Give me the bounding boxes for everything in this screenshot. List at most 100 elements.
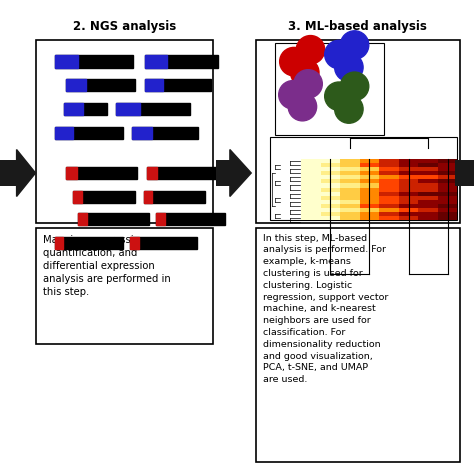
Bar [379,167,399,171]
Bar [438,163,457,167]
Bar [320,208,340,212]
Circle shape [279,81,307,109]
Bar [66,79,86,91]
Bar [418,159,438,163]
Bar [340,196,360,200]
Bar [301,188,320,191]
Bar [438,179,457,183]
Bar [379,175,399,179]
Bar [340,216,360,220]
Bar [55,127,73,139]
Bar [418,175,438,179]
Bar [73,191,82,203]
Bar [418,183,438,188]
Bar [379,191,399,196]
Bar [399,212,418,216]
Bar [455,160,474,186]
Bar [418,167,438,171]
Bar [360,179,379,183]
Bar [301,200,320,204]
Bar [340,204,360,208]
Bar [360,159,379,163]
Bar [438,188,457,191]
Bar [340,200,360,204]
Bar [116,103,140,115]
Bar [320,175,340,179]
Bar [438,167,457,171]
Circle shape [325,82,353,110]
Bar [156,213,165,225]
Bar [379,163,399,167]
Bar [55,55,133,68]
Bar [360,171,379,175]
Bar [438,183,457,188]
Bar [379,159,399,163]
Bar [36,40,213,223]
Bar [360,204,379,208]
Bar [399,167,418,171]
Bar [301,196,320,200]
Bar [130,237,197,249]
Bar [379,208,399,212]
Bar [64,103,107,115]
Bar [360,191,379,196]
Polygon shape [230,150,251,197]
Bar [399,200,418,204]
Bar [320,204,340,208]
Bar [399,196,418,200]
Bar [360,200,379,204]
Bar [340,183,360,188]
Bar [66,79,135,91]
Bar [418,179,438,183]
Bar [418,196,438,200]
Bar [301,204,320,208]
Bar [0,160,17,186]
Bar [438,191,457,196]
Bar [360,183,379,188]
Bar [301,179,320,183]
Bar [438,171,457,175]
Circle shape [340,31,369,59]
Bar [379,200,399,204]
Bar [438,216,457,220]
Bar [145,79,211,91]
Bar [340,159,360,163]
Bar [399,183,418,188]
Bar [399,159,418,163]
Bar [379,188,399,191]
Circle shape [325,40,353,69]
Bar [78,213,87,225]
Bar [418,188,438,191]
Bar [216,160,230,186]
Circle shape [335,95,363,123]
Text: In this step, ML-based
analysis is performed. For
example, k-means
clustering is: In this step, ML-based analysis is perfo… [263,234,389,384]
Text: 3. ML-based analysis: 3. ML-based analysis [289,19,427,33]
Bar [320,171,340,175]
Bar [275,43,384,135]
Bar [399,175,418,179]
Circle shape [280,47,308,76]
Bar [379,171,399,175]
Text: Mapping, expression
quantification, and
differential expression
analysis are per: Mapping, expression quantification, and … [43,235,171,297]
Polygon shape [17,150,36,197]
Bar [399,163,418,167]
Bar [116,103,190,115]
Bar [438,196,457,200]
Bar [147,167,216,179]
Bar [360,163,379,167]
Bar [320,163,340,167]
Circle shape [340,72,369,100]
Bar [418,163,438,167]
Bar [360,196,379,200]
Bar [438,204,457,208]
Bar [147,167,157,179]
Bar [55,55,78,68]
Bar [438,200,457,204]
Bar [379,179,399,183]
Bar [418,191,438,196]
Bar [256,228,460,462]
Bar [340,188,360,191]
Bar [73,191,135,203]
Bar [418,200,438,204]
Bar [418,216,438,220]
